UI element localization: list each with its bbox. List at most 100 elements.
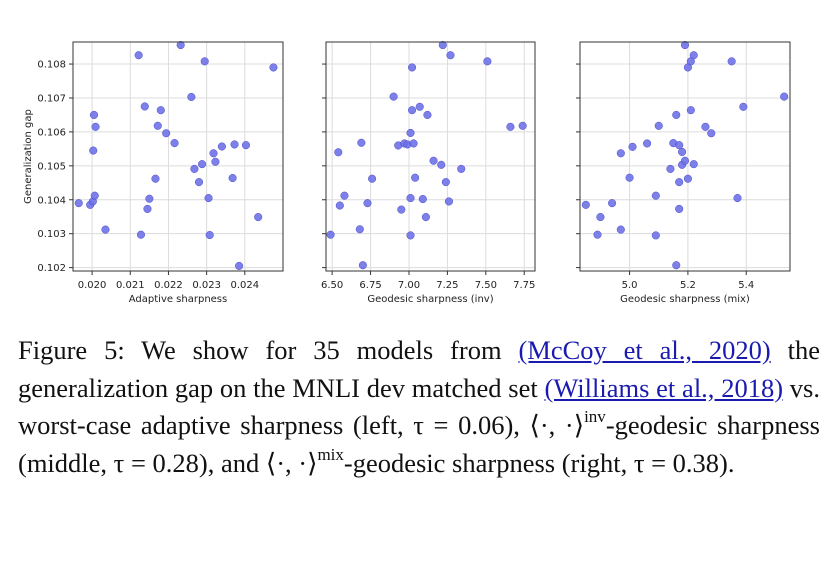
chart-panel-1: 0.102 0.103 0.104 0.105 0.106 0.107 0.108 0.020… [23,41,284,305]
x-tick-label: 0.022 [154,280,183,291]
data-point [204,194,213,203]
data-point [506,122,515,131]
data-point [483,57,492,66]
data-point [153,121,162,130]
data-point [678,147,687,156]
data-point [90,191,99,200]
data-point [357,138,366,147]
figure-caption: Figure 5: We show for 35 models from (Mc… [18,332,820,482]
data-point [406,231,415,240]
data-point [89,146,98,155]
data-point [651,231,660,240]
data-point [651,191,660,200]
axes-frame [72,41,284,272]
data-point [666,164,675,173]
data-point [217,142,226,151]
data-point [625,173,634,182]
data-point [411,173,420,182]
data-point [406,128,415,137]
data-point [437,160,446,169]
x-tick-label: 5.4 [738,280,754,291]
data-point [608,199,617,208]
x-tick-label: 5.2 [680,280,696,291]
data-point [616,225,625,234]
x-axis-label: Adaptive sharpness [129,294,227,305]
data-point [140,102,149,111]
data-point [254,213,263,222]
data-point [683,174,692,183]
x-tick-label: 0.023 [192,280,221,291]
y-tick-label: 0.102 [37,263,66,274]
data-point [643,139,652,148]
y-tick-label: 0.108 [37,60,66,71]
x-tick-label: 7.25 [436,280,458,291]
caption-superscript-inv: inv [584,407,606,427]
data-point [230,140,239,149]
data-point [429,156,438,165]
y-axis-label: Generalization gap [23,109,34,204]
x-tick-label: 7.00 [398,280,420,291]
data-point [415,102,424,111]
x-axis-label: Geodesic sharpness (inv) [367,294,493,305]
y-tick-label: 0.106 [37,127,66,138]
data-point [680,41,690,50]
data-point [136,230,146,239]
data-point [269,63,278,72]
data-point [209,149,218,158]
citation-link-williams[interactable]: (Williams et al., 2018) [544,372,784,403]
data-point [409,139,418,148]
data-point [581,200,590,209]
caption-superscript-mix: mix [317,444,344,464]
x-tick-label: 0.024 [230,280,259,291]
data-point [739,102,748,111]
chart-panel-3: 5.0 5.2 5.4 Geodesic sharpness (mix) [576,41,791,305]
x-tick-label: 6.50 [321,280,343,291]
data-point [686,106,695,115]
x-tick-label: 7.75 [513,280,535,291]
data-point [368,174,377,183]
data-point [408,106,417,115]
data-point [628,142,637,151]
data-point [198,160,207,169]
data-point [675,141,684,150]
axes-frame [325,41,536,272]
data-point [200,57,209,66]
y-tick-label: 0.103 [37,229,66,240]
data-point [593,230,602,239]
data-point [675,204,684,213]
x-tick-label: 0.020 [78,280,107,291]
caption-text-3: vs. worst-case adaptive sharpness (left,… [18,372,820,441]
data-point [335,201,344,210]
data-point [162,129,171,138]
data-point [701,122,710,131]
caption-text-2: the generalization gap on the MNLI dev m… [18,335,820,403]
data-point [134,51,143,60]
data-point [101,225,110,234]
x-tick-label: 6.75 [359,280,381,291]
data-point [74,199,83,208]
data-point [675,178,684,187]
data-point [707,129,716,138]
data-point [689,160,698,169]
data-point [211,157,220,166]
data-point [397,205,406,214]
data-point [205,230,214,240]
data-point [421,213,430,222]
x-tick-label: 7.50 [475,280,497,291]
scatter-figure: 0.102 0.103 0.104 0.105 0.106 0.107 0.108 0.020… [23,41,791,305]
data-point [418,195,427,204]
y-tick-label: 0.107 [37,93,66,104]
citation-link-mccoy[interactable]: (McCoy et al., 2020) [518,335,771,365]
x-tick-label: 5.0 [622,280,638,291]
data-point [616,149,625,158]
data-point [235,261,244,270]
data-point [727,57,736,66]
x-tick-label: 0.021 [116,280,145,291]
caption-text-5: -geodesic sharpness (right, τ = 0.38). [343,447,735,478]
data-point [733,194,742,203]
data-point [187,92,196,102]
data-point [358,261,367,270]
data-point [672,261,681,270]
data-point [423,110,432,119]
data-point [143,204,152,213]
